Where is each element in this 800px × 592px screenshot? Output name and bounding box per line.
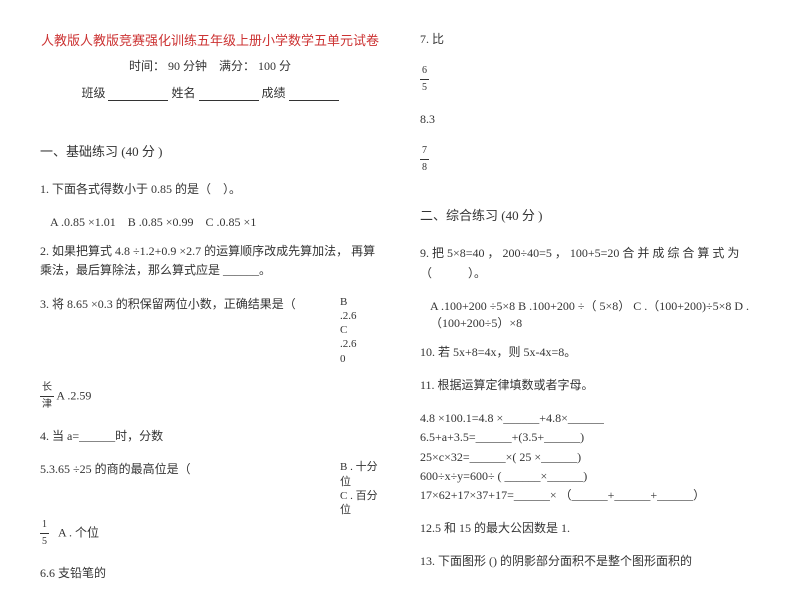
question-7: 7. 比	[420, 30, 760, 49]
q3-opt-c: C	[340, 324, 347, 336]
question-8-fraction-row: 7 8	[420, 143, 760, 176]
question-10: 10. 若 5x+8=4x，则 5x‐4x=8。	[420, 343, 760, 362]
q8-frac-num: 7	[420, 143, 429, 160]
question-1-options: A .0.85 ×1.01 B .0.85 ×0.99 C .0.85 ×1	[40, 213, 380, 230]
question-5-right-options: B . 十分位 C . 百分位	[340, 460, 380, 517]
class-label: 班级	[81, 86, 105, 100]
time-full-marks: 时间： 90 分钟 满分： 100 分	[40, 57, 380, 74]
student-info-line: 班级 姓名 成绩	[40, 84, 380, 101]
question-6: 6.6 支铅笔的	[40, 564, 380, 583]
score-blank	[289, 87, 339, 101]
question-8: 8.3	[420, 110, 760, 129]
name-label: 姓名	[171, 86, 195, 100]
q7-frac-den: 5	[420, 80, 429, 96]
question-4: 4. 当 a=______时，分数	[40, 427, 380, 446]
q3-opt-a: A .2.59	[56, 388, 91, 402]
q7-frac-num: 6	[420, 63, 429, 80]
question-3-text: 3. 将 8.65 ×0.3 的积保留两位小数，正确结果是（	[40, 297, 296, 311]
q11-line-3: 25×c×32=______×( 25 ×______)	[420, 448, 760, 467]
question-9: 9. 把 5×8=40 ， 200÷40=5 ， 100+5=20 合 并 成 …	[420, 244, 760, 282]
q3-opt-b-val: .2.6	[340, 310, 357, 322]
q5-opt-b: B . 十分位	[340, 461, 378, 487]
q3-opt-c-0: 0	[340, 353, 346, 365]
right-column: 7. 比 6 5 8.3 7 8 二、综合练习 (40 分 ) 9. 把 5×8…	[420, 30, 760, 562]
q5-opt-c: C . 百分位	[340, 490, 378, 516]
q3-opt-b: B	[340, 296, 347, 308]
q3-frac-den: 津	[40, 397, 54, 413]
score-label: 成绩	[262, 86, 286, 100]
question-1: 1. 下面各式得数小于 0.85 的是（ ）。	[40, 180, 380, 199]
q5-fraction: 1 5	[40, 517, 49, 550]
name-blank	[199, 87, 259, 101]
q5-frac-den: 5	[40, 534, 49, 550]
question-13: 13. 下面图形 () 的阴影部分面积不是整个图形面积的	[420, 552, 760, 571]
section-2-title: 二、综合练习 (40 分 )	[420, 205, 760, 224]
exam-title: 人教版人教版竞赛强化训练五年级上册小学数学五单元试卷	[40, 30, 380, 49]
q11-line-2: 6.5+a+3.5=______+(3.5+______)	[420, 428, 760, 447]
section-1-title: 一、基础练习 (40 分 )	[40, 141, 380, 160]
q8-frac-den: 8	[420, 160, 429, 176]
question-3a-row: 长 津 A .2.59	[40, 380, 380, 413]
question-2: 2. 如果把算式 4.8 ÷1.2+0.9 ×2.7 的运算顺序改成先算加法， …	[40, 242, 380, 280]
q11-line-5: 17×62+17×37+17=______× （______+______+__…	[420, 486, 760, 505]
question-3-right-options: B .2.6 C .2.6 0	[340, 295, 380, 366]
q8-fraction: 7 8	[420, 143, 429, 176]
question-7-fraction-row: 6 5	[420, 63, 760, 96]
question-5-text: 5.3.65 ÷25 的商的最高位是（	[40, 462, 191, 476]
q3-frac-num: 长	[40, 380, 54, 397]
q5-frac-num: 1	[40, 517, 49, 534]
q3-opt-c-val: .2.6	[340, 338, 357, 350]
class-blank	[108, 87, 168, 101]
question-9-options: A .100+200 ÷5×8 B .100+200 ÷（ 5×8） C .（1…	[420, 297, 760, 331]
question-5: B . 十分位 C . 百分位 5.3.65 ÷25 的商的最高位是（ 1 5 …	[40, 460, 380, 550]
question-3: B .2.6 C .2.6 0 3. 将 8.65 ×0.3 的积保留两位小数，…	[40, 295, 380, 366]
q3-fraction: 长 津	[40, 380, 54, 413]
exam-page: 人教版人教版竞赛强化训练五年级上册小学数学五单元试卷 时间： 90 分钟 满分：…	[40, 30, 760, 562]
left-column: 人教版人教版竞赛强化训练五年级上册小学数学五单元试卷 时间： 90 分钟 满分：…	[40, 30, 380, 562]
question-11: 11. 根据运算定律填数或者字母。	[420, 376, 760, 395]
question-12: 12.5 和 15 的最大公因数是 1.	[420, 519, 760, 538]
q5-opt-a: A . 个位	[58, 526, 99, 540]
q11-line-1: 4.8 ×100.1=4.8 ×______+4.8×______	[420, 409, 760, 428]
q11-line-4: 600÷x÷y=600÷ ( ______×______)	[420, 467, 760, 486]
q7-fraction: 6 5	[420, 63, 429, 96]
